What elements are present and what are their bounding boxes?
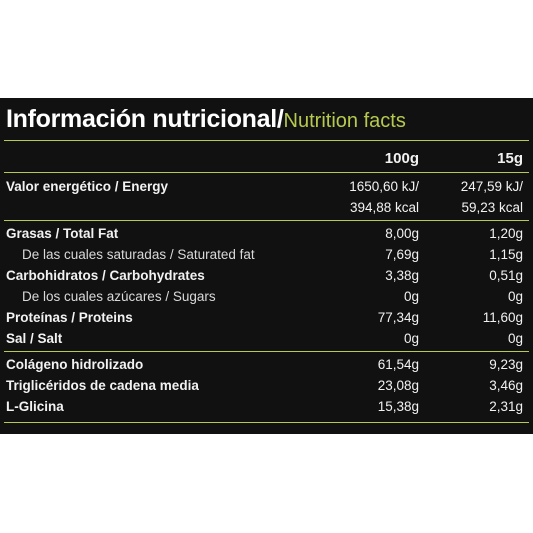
row-label: Colágeno hidrolizado	[6, 357, 144, 372]
bottom-divider	[4, 422, 529, 423]
row-value-100g: 0g	[403, 289, 419, 304]
row-value-15g: 3,46g	[489, 378, 523, 393]
row-value-15g: 1,20g	[489, 226, 523, 241]
energy-divider	[4, 220, 529, 221]
title-spanish: Información nutricional/	[6, 105, 284, 133]
row-label: Triglicéridos de cadena media	[6, 378, 199, 393]
table-row: Triglicéridos de cadena media 23,08g 3,4…	[0, 375, 533, 396]
energy-kcal-15g: 59,23 kcal	[461, 200, 523, 215]
row-label: Proteínas / Proteins	[6, 310, 133, 325]
title-english: Nutrition facts	[283, 110, 406, 132]
row-value-15g: 9,23g	[489, 357, 523, 372]
row-value-100g: 8,00g	[385, 226, 419, 241]
row-label: De los cuales azúcares / Sugars	[22, 289, 216, 304]
row-value-15g: 0,51g	[489, 268, 523, 283]
header-divider	[4, 172, 529, 173]
row-label: L-Glicina	[6, 399, 64, 414]
row-label: Carbohidratos / Carbohydrates	[6, 268, 205, 283]
nutrition-facts-panel: Información nutricional/Nutrition facts …	[0, 98, 533, 434]
table-row: Grasas / Total Fat 8,00g 1,20g	[0, 223, 533, 244]
row-label: De las cuales saturadas / Saturated fat	[22, 247, 255, 262]
table-row: Proteínas / Proteins 77,34g 11,60g	[0, 307, 533, 328]
row-value-100g: 23,08g	[377, 378, 419, 393]
energy-row: Valor energético / Energy 1650,60 kJ/ 24…	[0, 176, 533, 197]
title-divider	[4, 140, 529, 141]
row-value-100g: 61,54g	[377, 357, 419, 372]
table-row: Carbohidratos / Carbohydrates 3,38g 0,51…	[0, 265, 533, 286]
table-row: Sal / Salt 0g 0g	[0, 328, 533, 349]
column-header-100g: 100g	[384, 150, 419, 167]
row-label: Sal / Salt	[6, 331, 63, 346]
column-header-15g: 15g	[497, 150, 523, 167]
row-value-15g: 2,31g	[489, 399, 523, 414]
row-value-100g: 77,34g	[377, 310, 419, 325]
row-value-100g: 0g	[403, 331, 419, 346]
row-value-15g: 1,15g	[489, 247, 523, 262]
table-row: L-Glicina 15,38g 2,31g	[0, 396, 533, 417]
table-row: De los cuales azúcares / Sugars 0g 0g	[0, 286, 533, 307]
row-value-15g: 11,60g	[482, 310, 523, 325]
row-value-15g: 0g	[507, 331, 523, 346]
table-row: De las cuales saturadas / Saturated fat …	[0, 244, 533, 265]
nutrition-title: Información nutricional/Nutrition facts	[6, 102, 406, 140]
nutrients-divider	[4, 351, 529, 352]
energy-kj-15g: 247,59 kJ/	[460, 179, 523, 194]
energy-kcal-row: 394,88 kcal 59,23 kcal	[0, 197, 533, 218]
row-value-100g: 15,38g	[377, 399, 419, 414]
energy-label: Valor energético / Energy	[6, 179, 169, 194]
energy-kj-100g: 1650,60 kJ/	[349, 179, 419, 194]
table-row: Colágeno hidrolizado 61,54g 9,23g	[0, 354, 533, 375]
row-label: Grasas / Total Fat	[6, 226, 119, 241]
column-header-row: 100g 15g	[0, 148, 533, 169]
row-value-100g: 3,38g	[385, 268, 419, 283]
row-value-100g: 7,69g	[385, 247, 419, 262]
row-value-15g: 0g	[507, 289, 523, 304]
energy-kcal-100g: 394,88 kcal	[349, 200, 419, 215]
